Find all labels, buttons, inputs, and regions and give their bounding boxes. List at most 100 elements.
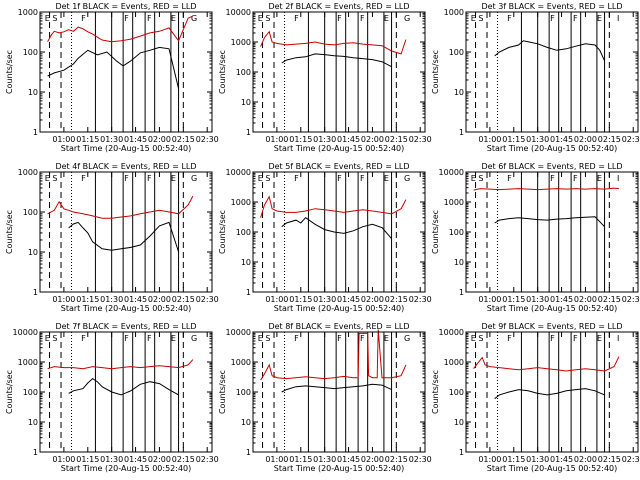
x-tick-label: 02:30	[196, 455, 219, 464]
x-axis-label: Start Time (20-Aug-15 00:52:40)	[274, 144, 405, 153]
y-axis-label: Counts/sec	[5, 210, 14, 254]
events-series-line	[68, 377, 179, 396]
y-tick-label: 10000	[439, 168, 464, 177]
chart-title: Det 6f BLACK = Events, RED = LLD	[481, 162, 622, 171]
event-marker-letter: I	[617, 334, 619, 343]
x-tick-label: 01:45	[124, 455, 147, 464]
event-marker-letter: G	[404, 334, 410, 343]
x-axis-label: Start Time (20-Aug-15 00:52:40)	[61, 304, 192, 313]
y-tick-label: 1000	[18, 8, 38, 17]
x-tick-label: 01:00	[265, 295, 288, 304]
event-marker-letter: E	[258, 334, 263, 343]
x-tick-label: 01:45	[124, 135, 147, 144]
x-tick-label: 01:30	[100, 455, 123, 464]
x-tick-label: 02:30	[409, 135, 432, 144]
y-axis-label: Counts/sec	[218, 210, 227, 254]
plot-frame	[465, 331, 639, 453]
event-marker-letter: I	[617, 14, 619, 23]
x-tick-label: 01:30	[526, 295, 549, 304]
event-marker-letter: E	[171, 14, 176, 23]
x-tick-label: 02:30	[622, 295, 640, 304]
y-tick-label: 10	[241, 98, 251, 107]
chart-title: Det 8f BLACK = Events, RED = LLD	[268, 322, 409, 331]
x-tick-label: 02:00	[361, 455, 384, 464]
y-tick-label: 1	[33, 128, 38, 137]
event-marker-letter: F	[550, 174, 555, 183]
x-axis-label: Start Time (20-Aug-15 00:52:40)	[487, 304, 618, 313]
y-tick-label: 100	[236, 228, 251, 237]
y-tick-label: 100	[449, 388, 464, 397]
lld-series-line	[260, 195, 407, 218]
event-marker-letter: G	[191, 14, 197, 23]
plot-frame	[465, 171, 639, 293]
x-tick-label: 02:15	[172, 455, 195, 464]
x-tick-label: 01:30	[313, 295, 336, 304]
events-series-line	[281, 383, 392, 393]
event-marker-letter: F	[337, 334, 342, 343]
x-tick-label: 02:00	[148, 135, 171, 144]
x-tick-label: 02:15	[598, 135, 621, 144]
event-marker-letter: S	[478, 14, 483, 23]
event-marker-letter: F	[360, 14, 365, 23]
events-series-line	[494, 388, 605, 400]
event-marker-letter: E	[471, 334, 476, 343]
event-marker-letter: F	[294, 14, 299, 23]
y-tick-label: 10	[454, 418, 464, 427]
x-tick-label: 01:30	[100, 135, 123, 144]
x-tick-label: 01:30	[526, 135, 549, 144]
event-marker-letter: F	[81, 334, 86, 343]
y-tick-label: 1	[459, 128, 464, 137]
y-tick-label: 10000	[226, 8, 251, 17]
chart-title: Det 1f BLACK = Events, RED = LLD	[55, 2, 196, 11]
x-tick-label: 01:15	[289, 295, 312, 304]
event-marker-letter: F	[81, 174, 86, 183]
event-marker-letter: S	[52, 334, 57, 343]
event-marker-letter: F	[550, 14, 555, 23]
event-marker-letter: F	[294, 174, 299, 183]
x-tick-label: 01:00	[52, 295, 75, 304]
y-tick-label: 1000	[18, 168, 38, 177]
x-tick-label: 02:00	[574, 295, 597, 304]
event-marker-letter: E	[45, 334, 50, 343]
x-tick-label: 01:45	[337, 295, 360, 304]
chart-title: Det 3f BLACK = Events, RED = LLD	[481, 2, 622, 11]
x-tick-label: 01:15	[76, 295, 99, 304]
y-axis-label: Counts/sec	[431, 50, 440, 94]
x-tick-label: 01:00	[478, 135, 501, 144]
y-tick-label: 10000	[13, 328, 38, 337]
event-marker-letter: G	[191, 334, 197, 343]
x-tick-label: 01:15	[502, 455, 525, 464]
event-marker-letter: F	[147, 14, 152, 23]
event-marker-letter: S	[265, 334, 270, 343]
event-marker-letter: E	[471, 174, 476, 183]
y-tick-label: 100	[449, 48, 464, 57]
x-tick-label: 01:45	[550, 455, 573, 464]
x-axis-label: Start Time (20-Aug-15 00:52:40)	[274, 304, 405, 313]
chart-title: Det 2f BLACK = Events, RED = LLD	[268, 2, 409, 11]
x-tick-label: 02:15	[172, 295, 195, 304]
x-tick-label: 01:00	[52, 455, 75, 464]
plot-frame	[39, 11, 213, 133]
x-tick-label: 01:15	[76, 455, 99, 464]
plot-frame	[252, 11, 426, 133]
y-tick-label: 1	[246, 288, 251, 297]
y-tick-label: 100	[236, 388, 251, 397]
lld-series-line	[47, 195, 194, 219]
y-axis-label: Counts/sec	[5, 370, 14, 414]
event-marker-letter: E	[384, 334, 389, 343]
event-marker-letter: F	[294, 334, 299, 343]
event-marker-letter: F	[337, 174, 342, 183]
x-tick-label: 02:00	[361, 295, 384, 304]
event-marker-letter: F	[124, 174, 129, 183]
y-tick-label: 1	[459, 288, 464, 297]
event-marker-letter: E	[258, 174, 263, 183]
x-tick-label: 01:45	[337, 135, 360, 144]
x-tick-label: 01:00	[478, 295, 501, 304]
event-marker-letter: E	[171, 334, 176, 343]
x-tick-label: 01:30	[313, 135, 336, 144]
y-tick-label: 1	[246, 448, 251, 457]
chart-title: Det 4f BLACK = Events, RED = LLD	[55, 162, 196, 171]
lld-series-line	[260, 329, 407, 381]
x-axis-label: Start Time (20-Aug-15 00:52:40)	[61, 464, 192, 473]
event-marker-letter: F	[81, 14, 86, 23]
